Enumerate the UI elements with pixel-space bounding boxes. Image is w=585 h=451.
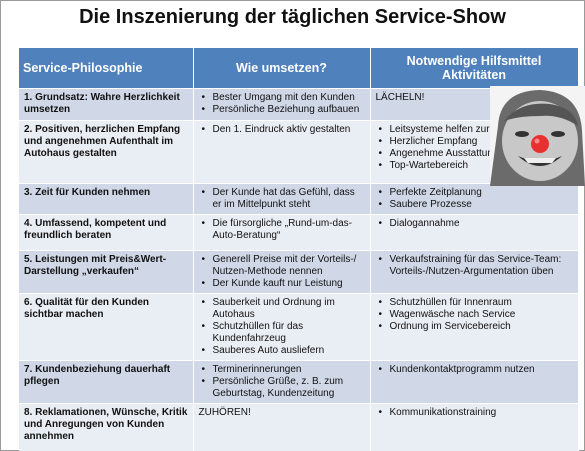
bullet-item: Verkaufstraining für das Service-Team: V… [379,254,573,278]
bullet-item: Kommunikationstraining [379,407,573,419]
bullet-list: Verkaufstraining für das Service-Team: V… [376,254,573,278]
tools-cell: Schutzhüllen für InnenraumWagenwäsche na… [370,293,579,361]
table-row: 6. Qualität für den Kunden sichtbar mach… [19,293,579,361]
tools-cell: Kommunikationstraining [370,403,579,451]
column-header: Service-Philosophie [19,48,194,89]
how-cell: Bester Umgang mit den KundenPersönliche … [193,88,371,121]
clown-child-photo [490,86,585,186]
bullet-list: Den 1. Eindruck aktiv gestalten [199,124,365,136]
bullet-item: Der Kunde hat das Gefühl, dass er im Mit… [202,187,365,211]
bullet-item: Top-Wartebereich [379,160,573,172]
bullet-list: Kommunikationstraining [376,407,573,419]
bullet-list: Die fürsorgliche „Rund-um-das-Auto-Berat… [199,218,365,242]
column-header: Wie umsetzen? [193,48,371,89]
title: Die Inszenierung der täglichen Service-S… [79,6,506,28]
bullet-list: Sauberkeit und Ordnung im AutohausSchutz… [199,297,365,357]
bullet-item: Herzlicher Empfang [379,136,573,148]
how-cell: ZUHÖREN! [193,403,371,451]
table-row: 4. Umfassend, kompetent und freundlich b… [19,214,579,251]
bullet-item: Angenehme Ausstattung [379,148,573,160]
topic-cell: 6. Qualität für den Kunden sichtbar mach… [19,293,194,361]
bullet-item: Der Kunde kauft nur Leistung [202,278,365,290]
bullet-item: Ordnung im Servicebereich [379,321,573,333]
topic-cell: 7. Kundenbeziehung dauerhaft pflegen [19,360,194,404]
bullet-item: Schutzhüllen für Innenraum [379,297,573,309]
topic-cell: 3. Zeit für Kunden nehmen [19,183,194,215]
topic-cell: 1. Grundsatz: Wahre Herzlichkeit umsetze… [19,88,194,121]
bullet-list: Generell Preise mit der Vorteils-/ Nutze… [199,254,365,290]
how-cell: Generell Preise mit der Vorteils-/ Nutze… [193,250,371,294]
tools-cell: Dialogannahme [370,214,579,251]
bullet-item: Terminerinnerungen [202,364,365,376]
column-header: Notwendige Hilfsmittel Aktivitäten [370,48,579,89]
topic-cell: 2. Positiven, herzlichen Empfang und ang… [19,120,194,184]
how-cell: Die fürsorgliche „Rund-um-das-Auto-Berat… [193,214,371,251]
tools-cell: Perfekte ZeitplanungSaubere Prozesse [370,183,579,215]
bullet-list: Schutzhüllen für InnenraumWagenwäsche na… [376,297,573,333]
bullet-list: Perfekte ZeitplanungSaubere Prozesse [376,187,573,211]
bullet-item: Perfekte Zeitplanung [379,187,573,199]
bullet-item: Generell Preise mit der Vorteils-/ Nutze… [202,254,365,278]
bullet-list: Kundenkontaktprogramm nutzen [376,364,573,376]
header-row: Service-Philosophie Wie umsetzen? Notwen… [19,48,579,89]
bullet-item: Schutzhüllen für das Kundenfahrzeug [202,321,365,345]
how-cell: Der Kunde hat das Gefühl, dass er im Mit… [193,183,371,215]
topic-cell: 5. Leistungen mit Preis&Wert-Darstellung… [19,250,194,294]
bullet-list: Der Kunde hat das Gefühl, dass er im Mit… [199,187,365,211]
bullet-list: TerminerinnerungenPersönliche Grüße, z. … [199,364,365,400]
bullet-item: Dialogannahme [379,218,573,230]
how-cell: Sauberkeit und Ordnung im AutohausSchutz… [193,293,371,361]
how-cell: Den 1. Eindruck aktiv gestalten [193,120,371,184]
bullet-list: Dialogannahme [376,218,573,230]
table-row: 7. Kundenbeziehung dauerhaft pflegenTerm… [19,360,579,404]
bullet-list: Bester Umgang mit den KundenPersönliche … [199,92,365,116]
bullet-item: Bester Umgang mit den Kunden [202,92,365,104]
table-body: 1. Grundsatz: Wahre Herzlichkeit umsetze… [19,88,579,451]
table-row: 8. Reklamationen, Wünsche, Kritik und An… [19,403,579,451]
bullet-item: Leitsysteme helfen zur Orientierung [379,124,573,136]
bullet-list: Leitsysteme helfen zur OrientierungHerzl… [376,124,573,172]
how-cell: TerminerinnerungenPersönliche Grüße, z. … [193,360,371,404]
bullet-item: Saubere Prozesse [379,199,573,211]
table-row: 5. Leistungen mit Preis&Wert-Darstellung… [19,250,579,294]
bullet-item: Kundenkontaktprogramm nutzen [379,364,573,376]
bullet-item: Sauberes Auto ausliefern [202,345,365,357]
topic-cell: 8. Reklamationen, Wünsche, Kritik und An… [19,403,194,451]
bullet-item: Den 1. Eindruck aktiv gestalten [202,124,365,136]
cell-text: LÄCHELN! [375,92,425,103]
table-row: 3. Zeit für Kunden nehmen Der Kunde hat d… [19,183,579,215]
bullet-item: Wagenwäsche nach Service [379,309,573,321]
bullet-item: Persönliche Grüße, z. B. zum Geburtstag,… [202,376,365,400]
bullet-item: Die fürsorgliche „Rund-um-das-Auto-Berat… [202,218,365,242]
tools-cell: Kundenkontaktprogramm nutzen [370,360,579,404]
tools-cell: Verkaufstraining für das Service-Team: V… [370,250,579,294]
bullet-item: Sauberkeit und Ordnung im Autohaus [202,297,365,321]
service-table: Service-Philosophie Wie umsetzen? Notwen… [19,48,579,451]
cell-text: ZUHÖREN! [198,407,251,418]
bullet-item: Persönliche Beziehung aufbauen [202,104,365,116]
topic-cell: 4. Umfassend, kompetent und freundlich b… [19,214,194,251]
